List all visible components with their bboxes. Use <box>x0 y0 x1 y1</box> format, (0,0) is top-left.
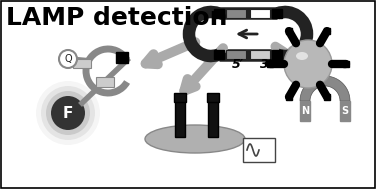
Text: 3′: 3′ <box>260 58 272 71</box>
FancyBboxPatch shape <box>226 9 246 18</box>
Text: LAMP detection: LAMP detection <box>6 6 227 30</box>
Circle shape <box>46 91 90 135</box>
Circle shape <box>284 40 332 88</box>
FancyBboxPatch shape <box>273 50 282 59</box>
FancyBboxPatch shape <box>116 52 128 63</box>
Circle shape <box>51 96 85 130</box>
Circle shape <box>36 81 100 145</box>
FancyBboxPatch shape <box>207 93 219 102</box>
FancyBboxPatch shape <box>214 9 223 18</box>
Circle shape <box>41 86 95 140</box>
FancyBboxPatch shape <box>208 99 218 137</box>
Ellipse shape <box>145 125 245 153</box>
Text: 5′: 5′ <box>232 58 244 71</box>
FancyBboxPatch shape <box>273 9 282 18</box>
Polygon shape <box>300 101 310 121</box>
FancyBboxPatch shape <box>174 93 186 102</box>
FancyBboxPatch shape <box>250 50 270 59</box>
FancyBboxPatch shape <box>73 59 91 68</box>
Text: N: N <box>301 106 309 116</box>
FancyBboxPatch shape <box>250 9 270 18</box>
FancyBboxPatch shape <box>175 99 185 137</box>
FancyBboxPatch shape <box>96 77 114 87</box>
Polygon shape <box>340 101 350 121</box>
Text: Q: Q <box>64 54 72 64</box>
Ellipse shape <box>296 52 308 60</box>
FancyBboxPatch shape <box>226 50 246 59</box>
Text: F: F <box>63 105 73 121</box>
FancyBboxPatch shape <box>214 50 223 59</box>
Polygon shape <box>300 76 350 101</box>
Text: S: S <box>341 106 349 116</box>
Circle shape <box>59 50 77 68</box>
FancyBboxPatch shape <box>243 138 275 162</box>
